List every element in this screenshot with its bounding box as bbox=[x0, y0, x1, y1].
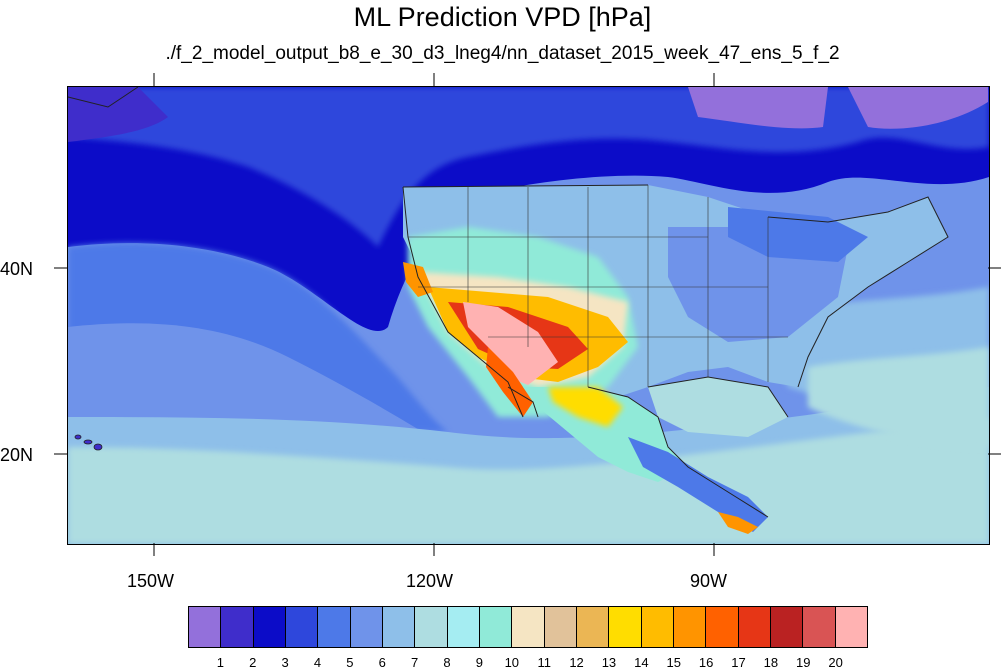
baja-hot-strip bbox=[486, 347, 533, 417]
southwest-hotspot bbox=[463, 302, 558, 385]
colorbar-label: 20 bbox=[828, 655, 843, 670]
lon-tick-label: 120W bbox=[406, 571, 454, 591]
central-america-strip bbox=[628, 437, 768, 532]
lon-tick-label: 150W bbox=[127, 571, 175, 591]
colorbar-label: 5 bbox=[346, 655, 354, 670]
california-coast-orange bbox=[403, 262, 433, 297]
colorbar-swatch bbox=[770, 607, 804, 647]
colorbar-label: 17 bbox=[731, 655, 746, 670]
colorbar-swatch bbox=[382, 607, 416, 647]
colorbar-swatch bbox=[479, 607, 513, 647]
colorbar-swatch bbox=[803, 607, 836, 647]
coastline-lines bbox=[68, 87, 949, 518]
central-america-warm bbox=[718, 512, 758, 534]
colorbar-label: 14 bbox=[634, 655, 649, 670]
colorbar-swatch bbox=[253, 607, 286, 647]
top-purple-zone bbox=[688, 87, 828, 129]
colorbar-swatch bbox=[350, 607, 383, 647]
colorbar-label: 16 bbox=[698, 655, 714, 670]
colorbar-label: 2 bbox=[249, 655, 257, 670]
colorbar-label: 10 bbox=[504, 655, 520, 670]
page-title: ML Prediction VPD [hPa] bbox=[353, 2, 652, 32]
lon-tick-label: 90W bbox=[690, 571, 728, 591]
colorbar-label: 13 bbox=[601, 655, 617, 670]
mexico-warm bbox=[548, 387, 623, 427]
colorbar-swatch bbox=[512, 607, 545, 647]
colorbar-label: 7 bbox=[411, 655, 419, 670]
page-subtitle: ./f_2_model_output_b8_e_30_d3_lneg4/nn_d… bbox=[165, 43, 840, 64]
hawaii-islands bbox=[74, 434, 103, 451]
colorbar-label: 19 bbox=[796, 655, 811, 670]
colorbar-label: 18 bbox=[763, 655, 779, 670]
colorbar-swatch bbox=[576, 607, 610, 647]
gulf-field bbox=[648, 377, 788, 437]
colorbar-swatch bbox=[447, 607, 480, 647]
colorbar bbox=[188, 606, 868, 648]
colorbar-label: 3 bbox=[281, 655, 289, 670]
colorbar-label: 12 bbox=[569, 655, 584, 670]
colorbar-swatch bbox=[544, 607, 577, 647]
colorbar-swatch bbox=[318, 607, 351, 647]
lat-tick-label: 20N bbox=[0, 445, 34, 465]
colorbar-label: 11 bbox=[537, 655, 551, 670]
colorbar-swatch bbox=[835, 607, 867, 647]
colorbar-swatch bbox=[673, 607, 707, 647]
colorbar-swatch bbox=[189, 607, 222, 647]
colorbar-swatch bbox=[285, 607, 319, 647]
colorbar-swatch bbox=[706, 607, 739, 647]
lat-tick-label: 40N bbox=[0, 259, 34, 279]
colorbar-swatch bbox=[415, 607, 448, 647]
colorbar-label: 1 bbox=[216, 655, 224, 670]
colorbar-swatch bbox=[609, 607, 642, 647]
colorbar-label: 15 bbox=[666, 655, 681, 670]
top-purple-zone-east bbox=[848, 87, 988, 129]
colorbar-swatch bbox=[641, 607, 674, 647]
north-mid-band bbox=[68, 87, 989, 247]
colorbar-label: 4 bbox=[313, 655, 322, 670]
map-panel bbox=[67, 86, 990, 545]
colorbar-label: 9 bbox=[475, 655, 484, 670]
atlantic-pale bbox=[808, 347, 989, 447]
pacific-northwest-purple bbox=[68, 87, 168, 142]
colorbar-swatch bbox=[221, 607, 254, 647]
colorbar-label: 8 bbox=[443, 655, 451, 670]
state-borders bbox=[408, 185, 788, 387]
colorbar-label: 6 bbox=[378, 655, 386, 670]
vpd-field-map bbox=[68, 87, 989, 544]
pacific-band-lighter bbox=[68, 323, 448, 447]
colorbar-swatch bbox=[738, 607, 771, 647]
